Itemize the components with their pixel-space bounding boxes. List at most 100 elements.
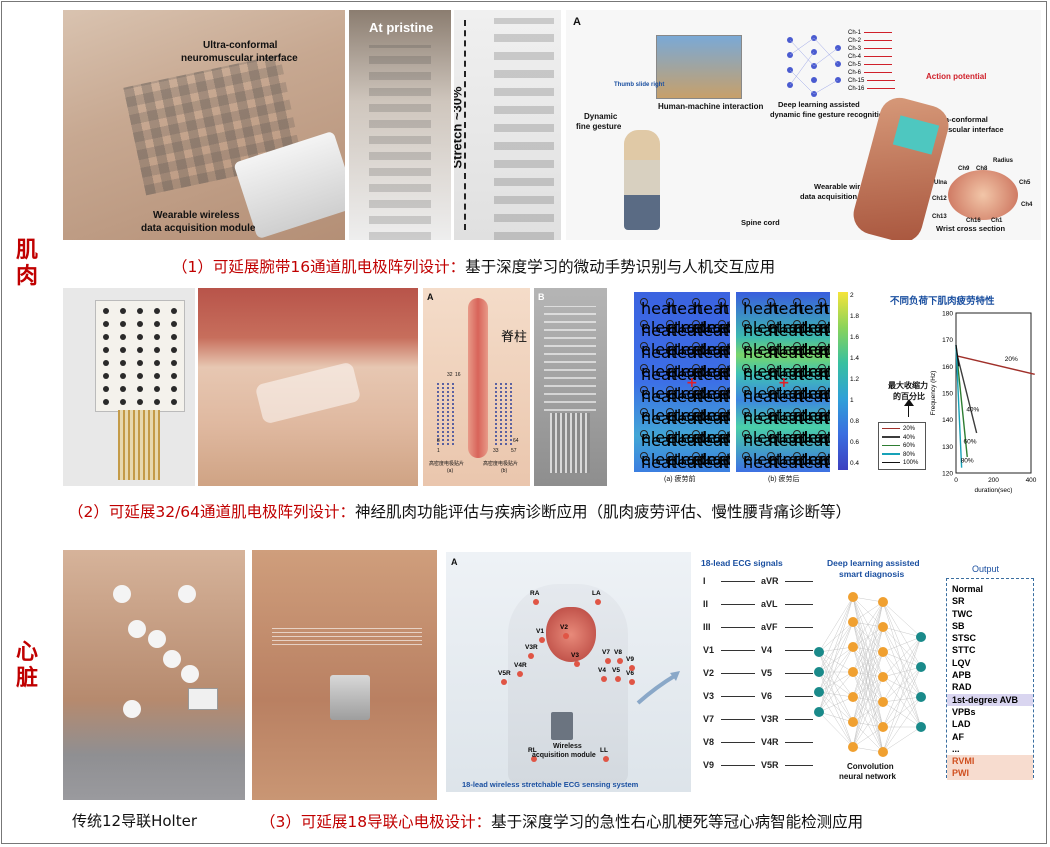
electrode-dot (495, 439, 497, 441)
electrode-dot (447, 427, 449, 429)
y-tick-label: 180 (942, 311, 953, 318)
ecg-lead-b: V4 (761, 645, 773, 655)
cnn-edge (818, 621, 854, 673)
ecg-wave (721, 627, 755, 628)
channel-signal (864, 47, 893, 49)
cnn-node (916, 692, 926, 702)
cnn-edge (818, 671, 854, 698)
ecg-lead-b: aVL (761, 599, 778, 609)
output-item: VPBs (952, 706, 976, 717)
label-ch16: Ch16 (966, 218, 981, 224)
electrode-dot (510, 395, 512, 397)
electrode-dot (447, 391, 449, 393)
channel-item: Ch-6 (848, 70, 893, 76)
legend-item: 100% (882, 460, 918, 466)
electrode-dot (495, 411, 497, 413)
electrode-dot (447, 387, 449, 389)
holter-electrode (128, 620, 146, 638)
circ: heat-electrode (742, 364, 819, 403)
label-wearable: Wearable wireless (153, 210, 240, 221)
circ: heat-electrode (767, 430, 830, 469)
cnn-edge (882, 666, 922, 678)
ecg-lead-a: I (703, 576, 706, 586)
electrode-dot (452, 403, 454, 405)
circ: heat-electrode (818, 408, 830, 447)
label-wrist-section: Wrist cross section (936, 224, 1006, 233)
circ: heat-electrode (666, 298, 730, 337)
electrode-dot (120, 386, 126, 392)
cnn-node (848, 692, 858, 702)
electrode-dot (510, 427, 512, 429)
circ: heat-electrode (692, 408, 730, 447)
electrode-patch-photo (63, 288, 195, 486)
electrode-dot (447, 443, 449, 445)
colorbar-tick: 1.4 (850, 355, 860, 362)
wireless-module (551, 712, 573, 740)
label-before-fatigue: (a) 疲劳前 (664, 476, 696, 483)
cnn-edge (852, 726, 884, 748)
lead-point (601, 676, 607, 682)
panel-letter-a2: A (427, 292, 434, 302)
circ: heat-electrode (666, 320, 730, 359)
electrode-dot (442, 387, 444, 389)
series-line-60% (955, 347, 968, 458)
cnn-edge (818, 651, 854, 748)
ecg-lead-b: V3R (761, 714, 779, 724)
fatigue-legend: 20% 40% 60% 80% 100% (878, 422, 926, 470)
panel-letter-a: A (573, 16, 581, 28)
lead-point (517, 671, 523, 677)
label-dynamic: Dynamic (584, 112, 618, 121)
caption-holter: 传统12导联Holter (72, 812, 197, 830)
y-tick-label: 160 (942, 364, 953, 371)
label-ww2: data acquisition module (800, 192, 886, 201)
electrode-dot (510, 391, 512, 393)
electrode-dot (500, 391, 502, 393)
electrode-dot (103, 360, 109, 366)
electrode-dot (500, 435, 502, 437)
circ: heat-electrode (718, 342, 730, 381)
label-uc2: neuromuscular interface (916, 125, 1004, 134)
pristine-strip (369, 45, 431, 240)
cnn-edge (818, 671, 854, 713)
label-n32: 32 (447, 372, 453, 378)
electrode-dot (452, 415, 454, 417)
circ: heat-electrode (742, 298, 819, 337)
legend-item: 80% (882, 452, 915, 458)
electrode-dot (442, 391, 444, 393)
lead-point (574, 661, 580, 667)
cnn-edge (852, 601, 884, 723)
label-b: (b) (501, 468, 508, 474)
electrode-dot (171, 386, 177, 392)
electrode-dot (120, 334, 126, 340)
electrode-dot (500, 395, 502, 397)
wristband-photo: Ultra-conformal neuromuscular interface … (63, 10, 345, 240)
section-label-muscle: 肌 肉 (15, 238, 38, 289)
cnn-edge (818, 711, 854, 723)
label-ch4: Ch4 (1021, 202, 1033, 208)
lead-point (531, 756, 537, 762)
ecg-lead-b: V4R (761, 737, 779, 747)
lead-point (533, 599, 539, 605)
circ: heat-electrode (792, 452, 830, 472)
electrode-dot (500, 443, 502, 445)
stretch-photo: Stretch ~30% (454, 10, 561, 240)
circ: heat-electrode (818, 430, 830, 469)
channel-label: Ch-4 (848, 54, 862, 60)
electrode-dot (437, 435, 439, 437)
circ: heat-electrode (767, 364, 830, 403)
cnn-edge (852, 746, 884, 753)
output-item: RAD (952, 682, 972, 693)
label-wireless: Wireless (553, 743, 582, 750)
electrode-dot (137, 386, 143, 392)
cnn-edge (882, 666, 922, 728)
electrode-dot (505, 411, 507, 413)
electrode-dot (452, 427, 454, 429)
marker-after: + (778, 375, 790, 391)
cnn-node (916, 632, 926, 642)
caption-3: （3）可延展18导联心电极设计：基于深度学习的急性右心肌梗死等冠心病智能检测应用 (260, 810, 863, 832)
cnn-edge (818, 671, 854, 748)
circ: heat-electrode (640, 364, 717, 403)
electrode-dot (495, 419, 497, 421)
